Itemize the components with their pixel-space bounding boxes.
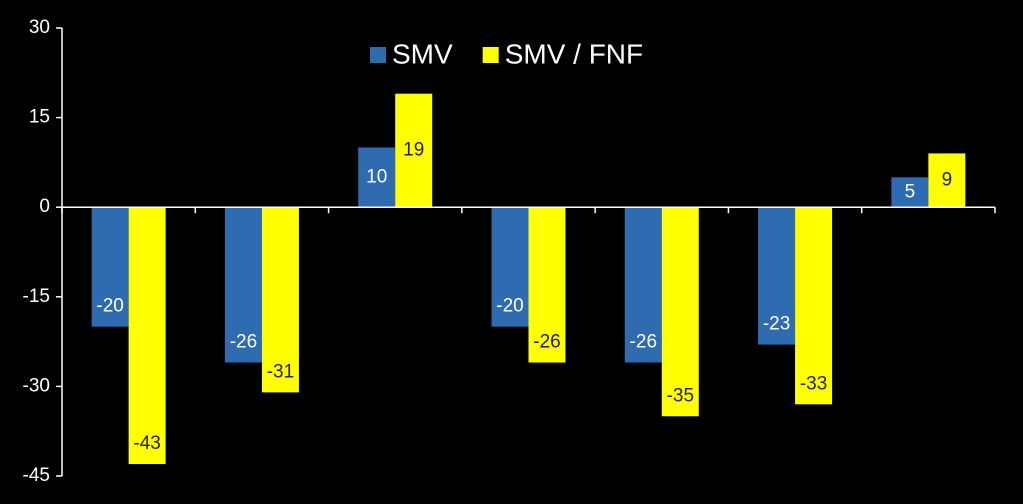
y-tick-label: -15 [23,286,50,307]
data-label: 5 [905,181,916,202]
data-label: 19 [403,139,424,160]
bar [358,147,396,208]
bar [661,207,699,417]
data-label: -33 [800,373,827,394]
data-label: -20 [496,296,523,317]
legend-label: SMV / FNF [505,38,643,69]
bar [528,207,566,363]
data-label: -35 [667,385,694,406]
bar [928,153,966,208]
data-label: -26 [630,332,657,353]
y-tick-label: 15 [29,107,50,128]
bar [395,93,433,208]
data-label: -43 [133,433,160,454]
data-label: -20 [96,296,123,317]
bar [891,177,929,208]
bar [128,207,166,465]
bar [758,207,796,345]
bar [491,207,529,327]
data-label: -26 [533,332,560,353]
legend-label: SMV [392,38,453,69]
data-label: -31 [267,361,294,382]
legend-swatch [370,47,386,63]
bar [224,207,262,363]
data-label: 9 [942,169,953,190]
bar [624,207,662,363]
bar [795,207,833,405]
y-tick-label: -30 [23,375,50,396]
legend-swatch [482,47,499,63]
y-tick-label: 0 [39,196,50,217]
data-label: -26 [230,332,257,353]
bar [91,207,129,327]
data-label: -23 [763,314,790,335]
bar [261,207,299,393]
y-tick-label: -45 [23,465,50,486]
data-label: 10 [366,166,387,187]
y-tick-label: 30 [29,17,50,38]
